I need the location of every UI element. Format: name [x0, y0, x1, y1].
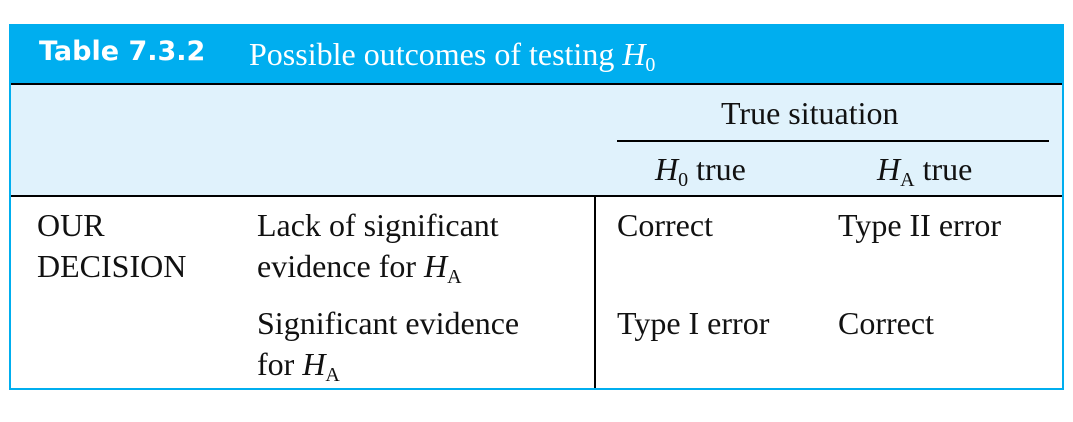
table-caption: Possible outcomes of testing H0	[249, 36, 656, 76]
column-divider	[594, 197, 596, 388]
column-header-h0-true: H0 true	[655, 151, 746, 191]
row1-label-line1: Lack of significant	[257, 207, 499, 243]
cell-row1-h0: Correct	[617, 207, 713, 243]
table-title-bar: Table 7.3.2 Possible outcomes of testing…	[11, 24, 1062, 85]
row-header-line2: DECISION	[37, 248, 187, 284]
cell-row2-h0: Type I error	[617, 305, 770, 341]
group-header-rule	[617, 140, 1049, 142]
column-header-ha-true: HA true	[877, 151, 973, 191]
row2-label-line2: for HA	[257, 346, 340, 386]
row1-label-line2: evidence for HA	[257, 248, 462, 288]
cell-row1-ha: Type II error	[838, 207, 1001, 243]
cell-row2-ha: Correct	[838, 305, 934, 341]
row2-label-line1: Significant evidence	[257, 305, 520, 341]
group-header-true-situation: True situation	[721, 95, 899, 131]
outcomes-table: Table 7.3.2 Possible outcomes of testing…	[9, 24, 1064, 390]
table-number: Table 7.3.2	[39, 36, 206, 67]
row-header-line1: OUR	[37, 207, 105, 243]
